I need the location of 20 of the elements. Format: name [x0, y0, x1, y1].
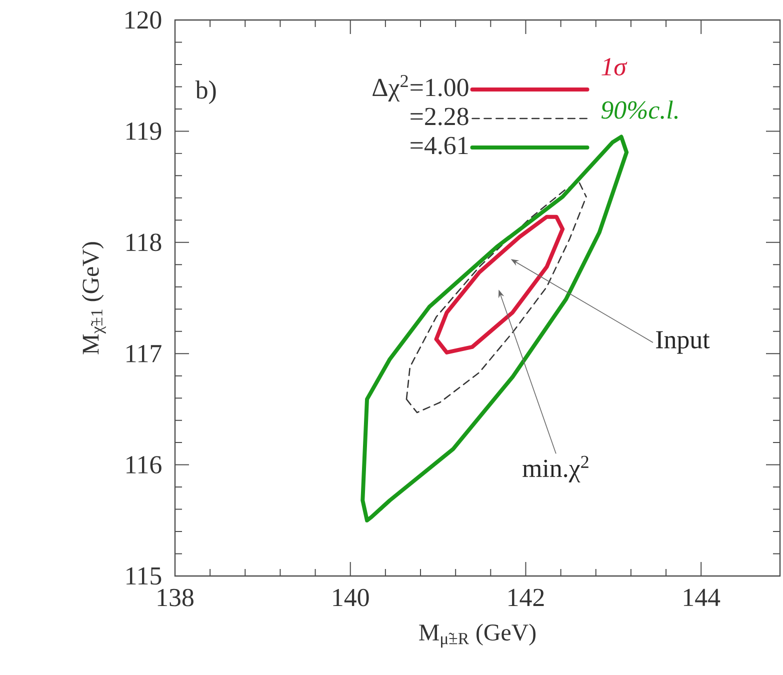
legend-label: Δχ$^{2}$=1.00 — [372, 75, 468, 102]
y-tick-label: 115 — [126, 567, 162, 585]
annotation: Input — [656, 331, 710, 354]
x-tick-label: 144 — [684, 588, 720, 606]
legend-label: =2.28 — [410, 108, 468, 126]
y-tick-label: 118 — [126, 234, 162, 252]
legend-label: =4.61 — [410, 136, 468, 154]
annotation: min.χ$^{2}$ — [522, 456, 588, 482]
annotation: 90%c.l. — [601, 100, 678, 119]
x-axis-title: M$_{μ̃±R}$ (GeV) — [419, 624, 536, 648]
y-tick-label: 117 — [126, 345, 162, 362]
y-axis-title: M$_{χ̃±1}$ (GeV) — [82, 242, 106, 354]
x-tick-label: 142 — [508, 588, 544, 606]
x-tick-label: 138 — [158, 588, 194, 606]
y-tick-label: 116 — [126, 456, 162, 474]
annotation: b) — [195, 80, 216, 104]
x-tick-label: 140 — [333, 588, 369, 606]
y-tick-label: 120 — [126, 11, 162, 29]
annotation: 1σ — [602, 58, 628, 76]
y-tick-label: 119 — [126, 122, 162, 140]
